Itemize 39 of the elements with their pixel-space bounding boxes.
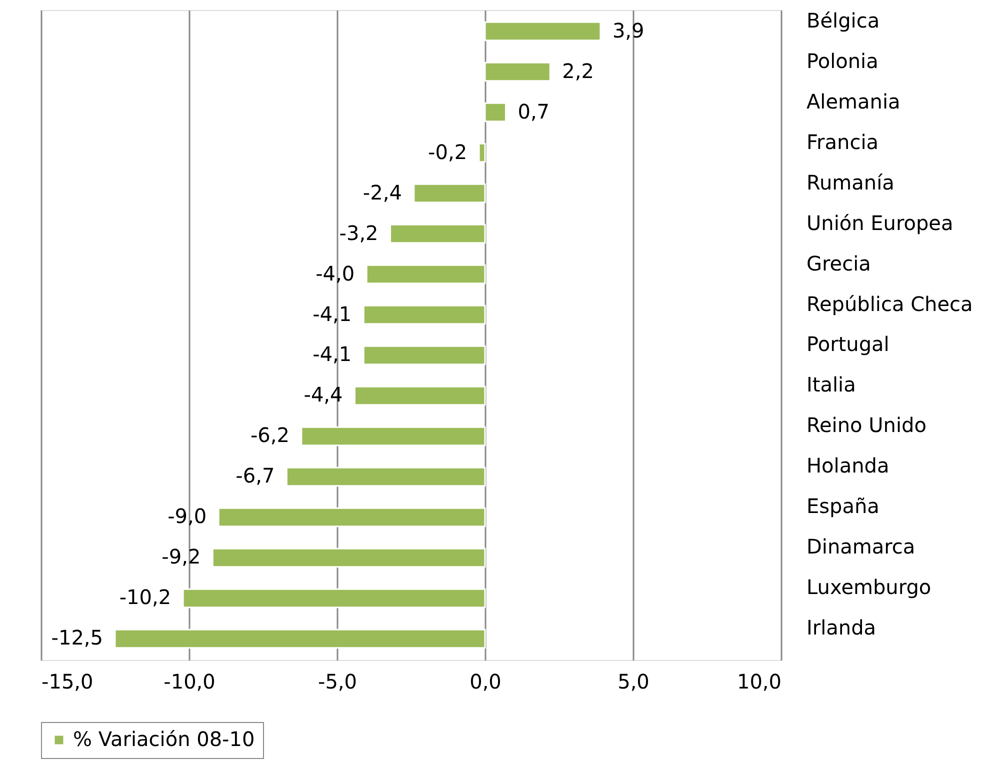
x-tick-label: -10,0: [164, 670, 216, 694]
data-label: -4,0: [316, 261, 355, 286]
data-label: -6,7: [236, 464, 275, 488]
y-tick-label: Luxemburgo: [806, 575, 932, 600]
y-tick-label: República Checa: [806, 292, 973, 316]
y-tick-label: Polonia: [806, 48, 878, 73]
data-label: -2,4: [362, 180, 402, 204]
y-tick-label: Rumanía: [806, 170, 894, 194]
data-label: 3,9: [612, 18, 644, 42]
data-label: 2,2: [562, 58, 594, 83]
data-label: -6,2: [250, 423, 290, 448]
x-tick-label: 5,0: [618, 670, 650, 694]
legend-label: % Variación 08-10: [73, 727, 255, 751]
data-label: -12,5: [51, 626, 103, 650]
y-tick-label: Irlanda: [806, 616, 876, 640]
y-tick-label: Francia: [806, 130, 879, 154]
y-tick-label: España: [806, 494, 880, 518]
data-label: -9,2: [162, 544, 201, 569]
x-tick-label: 0,0: [470, 670, 502, 694]
y-tick-label: Holanda: [806, 454, 890, 478]
data-label: -3,2: [339, 220, 378, 245]
data-label: -9,0: [168, 504, 207, 528]
data-label: 0,7: [518, 99, 550, 124]
data-label: -4,4: [304, 382, 343, 407]
y-tick-label: Unión Europea: [806, 210, 954, 235]
data-label: -10,2: [119, 585, 172, 610]
y-tick-label: Grecia: [806, 251, 871, 276]
data-label: -4,1: [312, 342, 352, 366]
y-tick-label: Reino Unido: [806, 413, 926, 438]
data-label: -4,1: [312, 302, 352, 326]
y-tick-label: Italia: [806, 372, 856, 397]
y-tick-label: Alemania: [806, 89, 900, 114]
y-tick-label: Portugal: [806, 332, 890, 356]
y-tick-label: Dinamarca: [806, 534, 916, 559]
x-tick-label: -15,0: [42, 670, 94, 694]
y-tick-label: Bélgica: [806, 8, 880, 32]
data-label: -0,2: [428, 140, 468, 164]
x-tick-label: -5,0: [318, 670, 358, 694]
x-tick-label: 10,0: [736, 670, 782, 694]
